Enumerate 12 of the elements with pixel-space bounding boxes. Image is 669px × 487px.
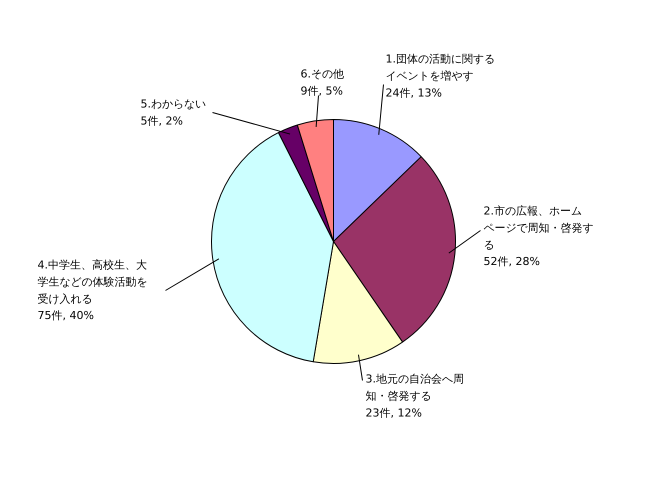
slice-label: 1.団体の活動に関するイベントを増やす bbox=[386, 52, 495, 82]
data-label: 5件, 2% bbox=[140, 114, 183, 128]
data-label: 75件, 40% bbox=[38, 309, 94, 322]
slice-label: 3.地元の自治会へ周知・啓発する bbox=[366, 372, 464, 402]
slice-label: 2.市の広報、ホームページで周知・啓発する bbox=[484, 204, 594, 252]
data-label: 23件, 12% bbox=[366, 406, 422, 420]
slice-label: 6.その他 bbox=[300, 68, 344, 80]
data-label: 52件, 28% bbox=[484, 255, 540, 268]
data-label: 24件, 13% bbox=[386, 86, 442, 100]
slice-label: 4.中学生、高校生、大学生などの体験活動を受け入れる bbox=[38, 258, 148, 306]
data-label: 9件, 5% bbox=[300, 84, 343, 98]
slice-label: 5.わからない bbox=[140, 98, 206, 110]
